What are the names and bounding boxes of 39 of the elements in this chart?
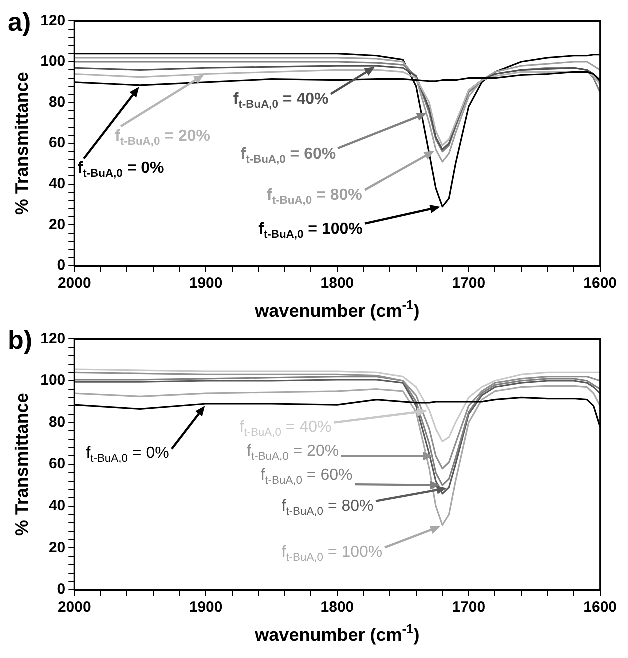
text: f$_{t-BuA,0}$ = 80%	[267, 186, 362, 207]
chart-title: b)	[8, 324, 33, 355]
y-tick-label: 40	[48, 498, 66, 515]
text: f$_{t-BuA,0}$ = 100%	[282, 544, 383, 564]
series-label: f$_{t-BuA,0}$ = 40%	[233, 91, 329, 112]
x-tick-label: 1800	[320, 275, 354, 292]
x-tick-label: 1900	[189, 599, 223, 616]
y-tick-label: 120	[40, 12, 66, 30]
y-tick-label: 0	[57, 257, 66, 274]
y-tick-label: 80	[48, 94, 66, 111]
y-tick-label: 80	[48, 414, 66, 431]
y-axis-title: % Transmittance	[12, 393, 32, 536]
x-tick-label: 1600	[584, 275, 618, 292]
chart-title: a)	[8, 6, 32, 37]
y-tick-label: 20	[48, 539, 66, 556]
y-tick-label: 0	[57, 581, 66, 598]
y-tick-label: 60	[48, 134, 66, 152]
text: f$_{t-BuA,0}$ = 60%	[240, 146, 336, 166]
x-tick-label: 1900	[189, 275, 223, 292]
y-tick-label: 120	[40, 330, 66, 348]
text: f$_{t-BuA,0}$ = 80%	[282, 498, 374, 518]
y-tick-label: 60	[48, 456, 66, 473]
x-tick-label: 2000	[58, 275, 92, 292]
y-tick-label: 40	[48, 176, 66, 193]
y-tick-label: 100	[40, 53, 66, 70]
legend-label: f$_{t-BuA,0}$ = 60%	[260, 467, 353, 488]
text: f$_{t-BuA,0}$ = 0%	[78, 160, 164, 180]
text: f$_{t-BuA,0}$ = 100%	[258, 220, 363, 242]
x-tick-label: 1700	[452, 275, 486, 292]
y-tick-label: 20	[48, 216, 66, 234]
x-tick-label: 1600	[584, 599, 618, 616]
x-tick-label: 2000	[58, 599, 92, 616]
text: f$_{t-BuA,0}$ = 20%	[115, 128, 210, 148]
y-tick-label: 100	[40, 372, 66, 390]
x-tick-label: 1700	[452, 599, 486, 616]
text: f$_{t-BuA,0}$ = 20%	[247, 442, 340, 464]
x-tick-label: 1800	[320, 599, 354, 616]
text: f$_{t-BuA,0}$ = 0%	[86, 445, 170, 466]
y-axis-title: % Transmittance	[12, 72, 32, 216]
